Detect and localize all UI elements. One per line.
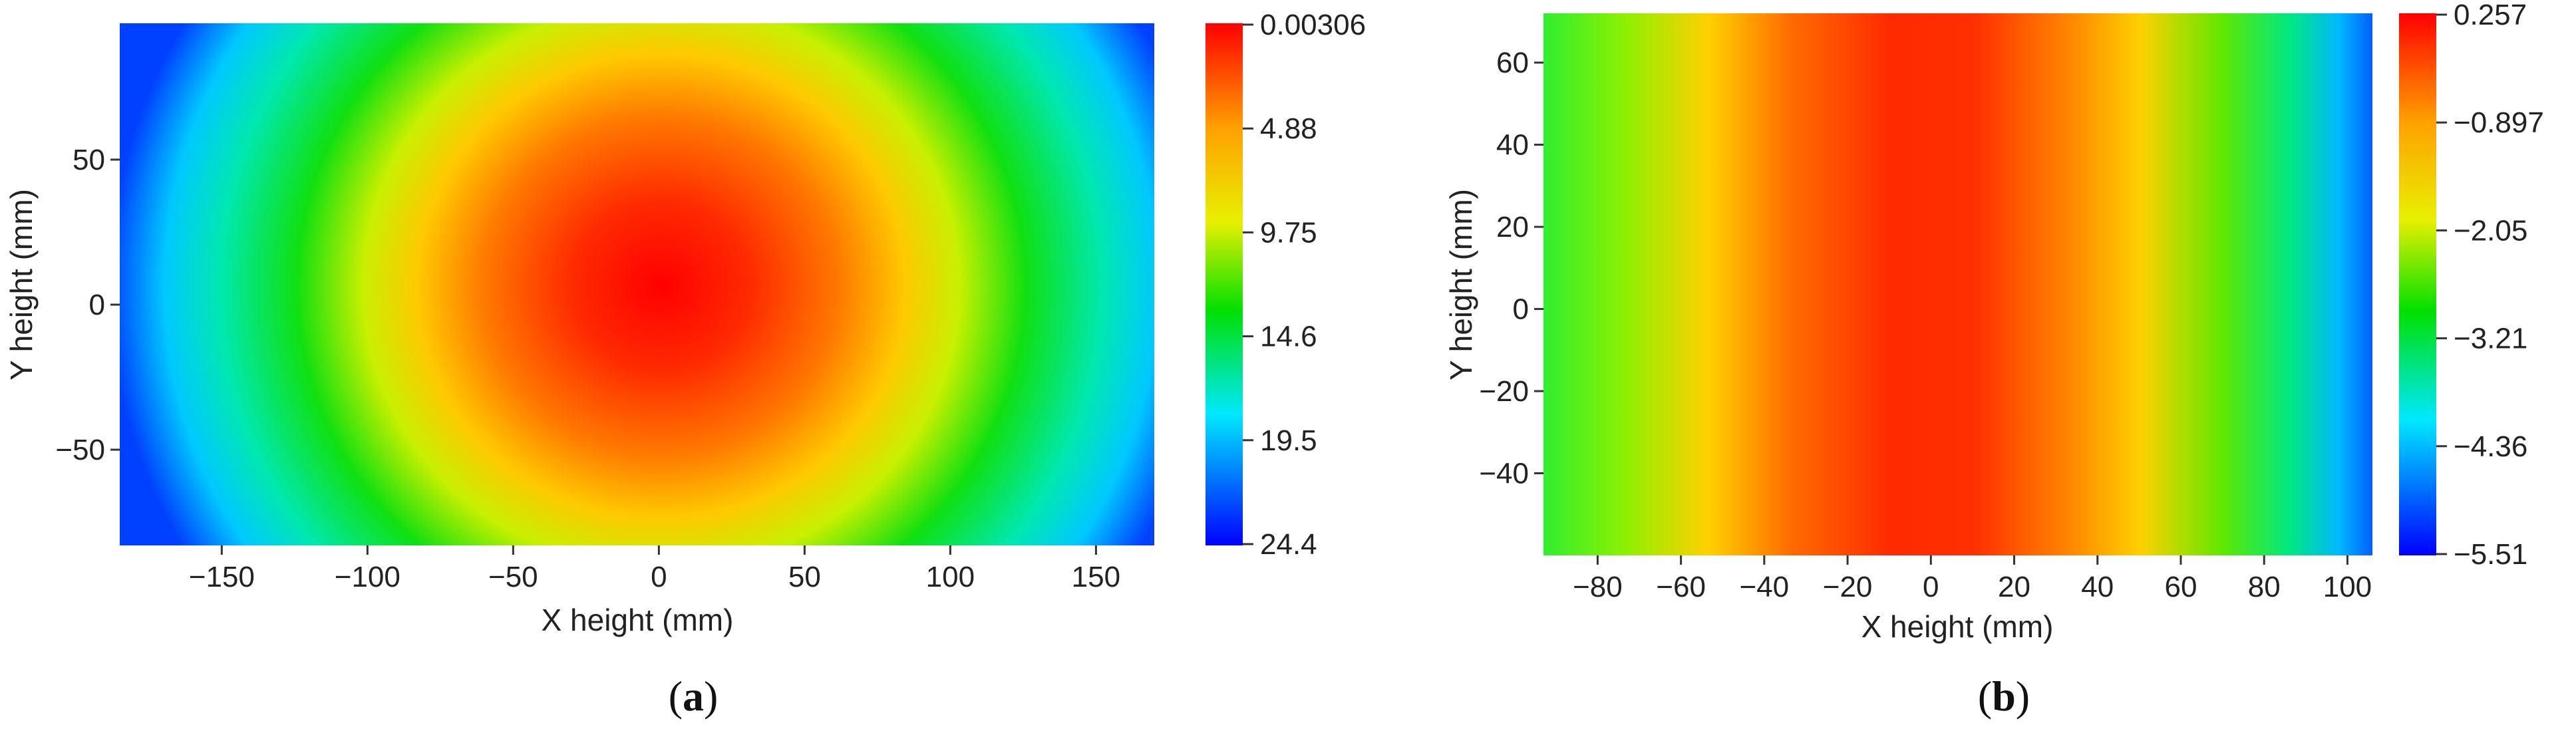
y-tick-label-b: −20 xyxy=(1479,375,1529,408)
colorbar-ticks-b: 0.257 −0.897 −2.05 −3.21 −4.36 −5.51 xyxy=(2436,0,2544,571)
x-tick-label-a: 50 xyxy=(788,561,821,593)
colorbar-tick-label-b: −2.05 xyxy=(2454,214,2527,247)
y-tick-label-b: 40 xyxy=(1496,129,1529,162)
colorbar-tick-label-b: −5.51 xyxy=(2454,538,2527,571)
heatmap-a xyxy=(120,23,1154,545)
panel-label-a-letter: a xyxy=(683,672,704,720)
x-tick-label-a: 150 xyxy=(1072,561,1120,593)
y-axis-label-a: Y height (mm) xyxy=(4,189,39,380)
heatmap-b xyxy=(1543,13,2372,555)
y-ticks-a: −50 0 50 xyxy=(55,144,120,466)
x-ticks-b: −80 −60 −40 −20 0 20 40 60 80 100 xyxy=(1573,555,2372,603)
x-tick-label-a: 0 xyxy=(651,561,667,593)
colorbar-tick-label-a: 14.6 xyxy=(1260,321,1317,353)
x-tick-label-a: 100 xyxy=(926,561,975,593)
colorbar-tick-label-a: 0.00306 xyxy=(1260,9,1366,41)
y-tick-label-b: 60 xyxy=(1496,47,1529,79)
colorbar-a xyxy=(1206,23,1243,545)
x-tick-label-a: −150 xyxy=(189,561,255,593)
x-axis-label-a: X height (mm) xyxy=(542,603,734,637)
y-tick-label-a: 50 xyxy=(73,144,105,176)
colorbar-tick-label-b: 0.257 xyxy=(2454,0,2527,31)
colorbar-tick-label-a: 24.4 xyxy=(1260,528,1317,561)
x-axis-label-b: X height (mm) xyxy=(1861,609,2054,644)
colorbar-b xyxy=(2399,13,2436,555)
y-tick-label-b: −40 xyxy=(1479,458,1529,490)
colorbar-tick-label-b: −4.36 xyxy=(2454,430,2527,463)
x-tick-label-b: −40 xyxy=(1740,571,1790,603)
x-tick-label-b: 40 xyxy=(2081,571,2114,603)
x-tick-label-a: −50 xyxy=(488,561,538,593)
x-tick-label-b: 0 xyxy=(1923,571,1939,603)
x-tick-label-b: −20 xyxy=(1823,571,1873,603)
x-tick-label-b: −60 xyxy=(1656,571,1706,603)
x-tick-label-b: 60 xyxy=(2165,571,2197,603)
colorbar-tick-label-a: 4.88 xyxy=(1260,112,1317,145)
panel-label-a: (a) xyxy=(669,672,719,720)
x-tick-label-b: 100 xyxy=(2323,571,2372,603)
panel-b: −80 −60 −40 −20 0 20 40 60 80 100 −40 −20 0 20 40 60 X… xyxy=(1444,0,2544,720)
y-tick-label-b: 0 xyxy=(1513,293,1529,326)
x-tick-label-b: 20 xyxy=(1998,571,2030,603)
y-tick-label-b: 20 xyxy=(1496,211,1529,243)
x-tick-label-b: 80 xyxy=(2248,571,2281,603)
panel-label-b: (b) xyxy=(1978,672,2030,720)
y-tick-label-a: 0 xyxy=(89,289,105,321)
y-axis-label-b: Y height (mm) xyxy=(1444,189,1478,380)
panel-a: −150 −100 −50 0 50 100 150 −50 0 50 X height (mm… xyxy=(4,9,1366,720)
colorbar-ticks-a: 0.00306 4.88 9.75 14.6 19.5 24.4 xyxy=(1243,9,1366,561)
x-tick-label-b: −80 xyxy=(1573,571,1623,603)
colorbar-tick-label-b: −0.897 xyxy=(2454,106,2544,139)
x-tick-label-a: −100 xyxy=(335,561,401,593)
x-ticks-a: −150 −100 −50 0 50 100 150 xyxy=(189,545,1120,593)
y-tick-label-a: −50 xyxy=(55,434,105,466)
panel-label-b-letter: b xyxy=(1992,672,2016,720)
colorbar-tick-label-a: 9.75 xyxy=(1260,216,1317,249)
y-ticks-b: −40 −20 0 20 40 60 xyxy=(1479,47,1543,490)
colorbar-tick-label-b: −3.21 xyxy=(2454,323,2527,355)
colorbar-tick-label-a: 19.5 xyxy=(1260,424,1317,457)
